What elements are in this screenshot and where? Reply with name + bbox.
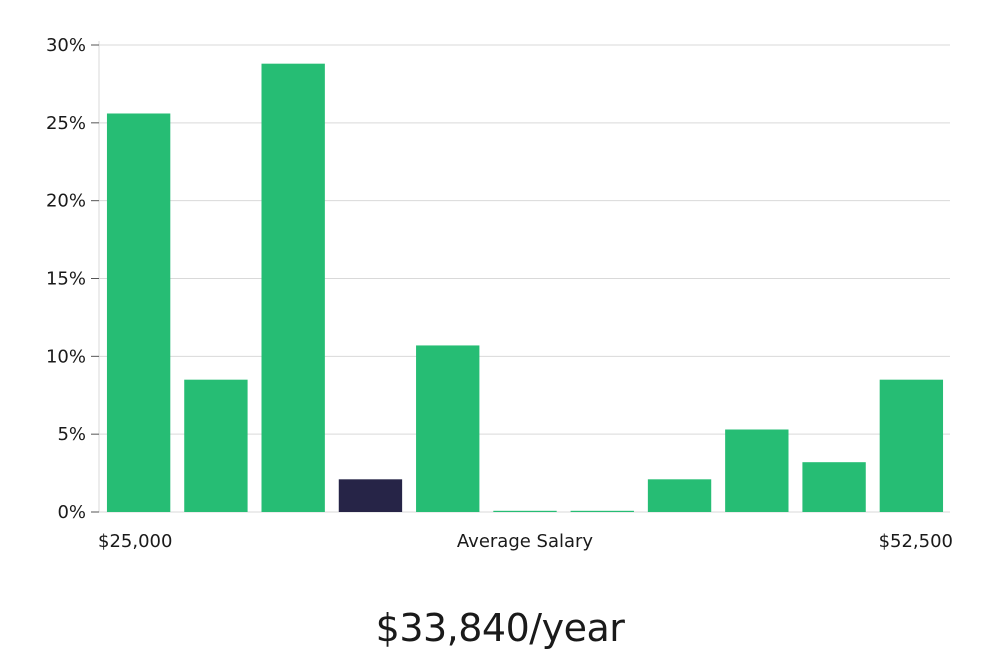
y-tick-label: 25% (46, 113, 86, 134)
average-salary-headline: $33,840/year (375, 606, 625, 650)
y-axis-ticks: 0% 5% 10% 15% 20% 25% 30% (46, 35, 99, 523)
bar (416, 345, 480, 512)
x-axis-title: Average Salary (457, 531, 594, 552)
bar (879, 379, 944, 512)
bar (725, 429, 789, 512)
bar (647, 479, 712, 512)
salary-histogram: 0% 5% 10% 15% 20% 25% 30% $25,000 Average Sala… (46, 35, 953, 552)
y-tick-label: 15% (46, 269, 86, 290)
y-tick-label: 0% (57, 502, 86, 523)
bar (184, 379, 248, 512)
x-max-label: $52,500 (879, 531, 953, 552)
bar (802, 462, 866, 512)
y-tick-label: 10% (46, 346, 86, 367)
bar-highlighted (338, 479, 403, 512)
bar (106, 113, 171, 513)
y-tick-label: 30% (46, 35, 86, 56)
bar (493, 510, 557, 512)
y-tick-label: 5% (57, 424, 86, 445)
bars (106, 63, 944, 513)
bar (261, 63, 325, 513)
x-min-label: $25,000 (98, 531, 172, 552)
bar (570, 510, 634, 512)
y-tick-label: 20% (46, 191, 86, 212)
